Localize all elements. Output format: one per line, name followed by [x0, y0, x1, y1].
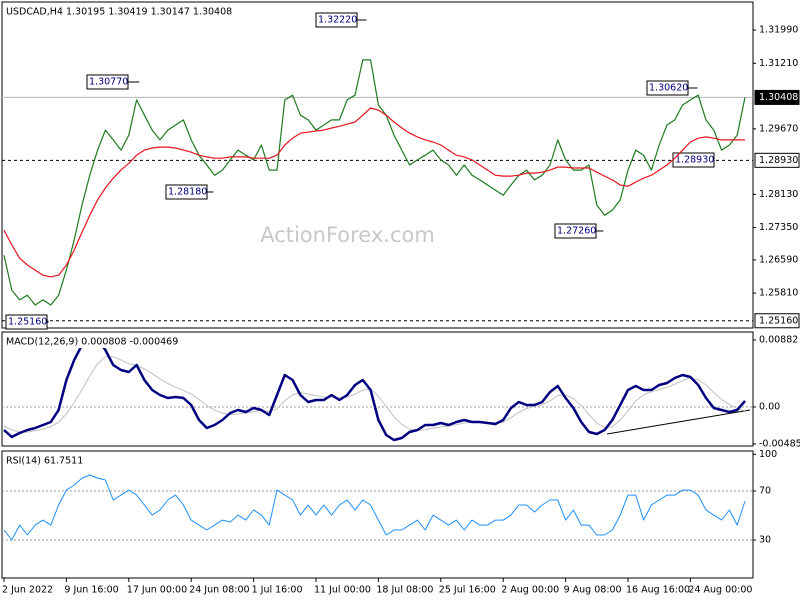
y-tick-label: 1.25810: [759, 288, 798, 299]
panel-frame: [1, 1, 754, 329]
annotation-label: 1.27260: [557, 226, 596, 237]
title-bg: [4, 454, 87, 467]
y-tick-label: 1.27350: [759, 222, 798, 233]
price-label-box: [754, 313, 800, 329]
title-bg: [4, 5, 236, 18]
price-label-box: [754, 152, 800, 168]
y-tick-label: 70: [759, 486, 771, 497]
annotation-box: [165, 184, 208, 200]
title-bg: [4, 335, 182, 348]
panel-frame: [1, 331, 754, 447]
price-label: 1.30408: [759, 92, 798, 103]
annotation-label: 1.30620: [649, 83, 688, 94]
x-tick-label: 25 Jul 16:00: [439, 585, 496, 596]
y-tick-label: 0.00882: [759, 334, 798, 345]
price-label: 1.28930: [759, 155, 798, 166]
x-tick-label: 24 Aug 00:00: [688, 585, 752, 596]
annotation-box: [5, 314, 48, 330]
trend-line: [606, 409, 751, 435]
y-tick-label: 1.26590: [759, 254, 798, 265]
x-tick-label: 11 Jul 00:00: [314, 585, 371, 596]
y-tick-label: 1.31210: [759, 58, 798, 69]
x-tick-label: 16 Aug 16:00: [626, 585, 690, 596]
annotation-label: 1.25160: [8, 317, 47, 328]
price-label-box: [754, 89, 800, 105]
x-tick-label: 2 Jun 2022: [2, 585, 53, 596]
y-tick-label: -0.004858: [759, 438, 800, 449]
y-tick-label: 0.00: [759, 402, 780, 413]
annotation-label: 1.32220: [318, 15, 357, 26]
y-tick-label: 1.29670: [759, 123, 798, 134]
annotation-box: [315, 12, 358, 28]
annotation-label: 1.28180: [168, 187, 207, 198]
annotation-box: [86, 74, 129, 90]
y-tick-label: 30: [759, 535, 771, 546]
x-tick-label: 9 Jun 16:00: [64, 585, 118, 596]
series-line: [3, 107, 745, 278]
y-tick-label: 1.28130: [759, 189, 798, 200]
x-tick-label: 2 Aug 00:00: [501, 585, 559, 596]
annotation-label: 1.28930: [675, 155, 714, 166]
x-tick-label: 24 Jun 08:00: [189, 585, 249, 596]
x-tick-label: 17 Jun 00:00: [127, 585, 187, 596]
panel-title: RSI(14) 61.7511: [6, 456, 83, 467]
panel-frame: [1, 450, 754, 579]
annotation-box: [554, 223, 597, 239]
panel-title: USDCAD,H4 1.30195 1.30419 1.30147 1.3040…: [6, 7, 232, 18]
x-tick-label: 1 Jul 16:00: [252, 585, 303, 596]
y-tick-label: 1.31990: [759, 25, 798, 36]
annotation-box: [646, 80, 689, 96]
watermark: ActionForex.com: [260, 223, 435, 247]
series-line: [3, 59, 746, 306]
y-tick-label: 100: [759, 449, 777, 460]
price-label: 1.25160: [759, 315, 798, 326]
panel-title: MACD(12,26,9) 0.000808 -0.000469: [6, 337, 178, 348]
x-tick-label: 9 Aug 08:00: [564, 585, 622, 596]
x-tick-label: 18 Jul 08:00: [376, 585, 433, 596]
series-line: [3, 338, 746, 442]
series-line: [3, 474, 746, 541]
annotation-label: 1.30770: [89, 77, 128, 88]
series-line: [3, 356, 746, 433]
